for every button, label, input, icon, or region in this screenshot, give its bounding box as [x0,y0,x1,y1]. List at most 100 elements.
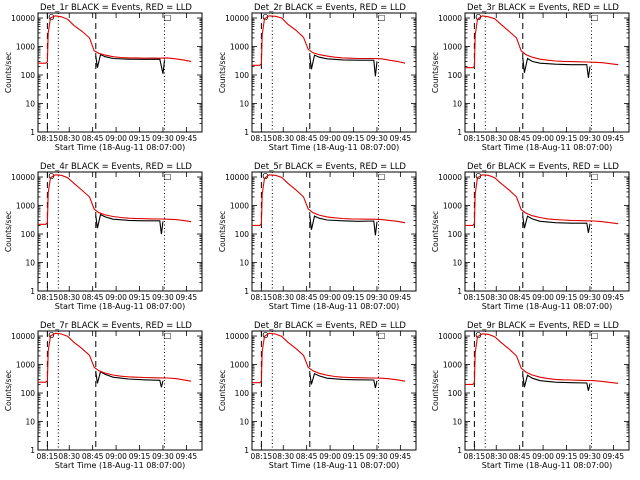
detector-panel: Det_9r BLACK = Events, RED = LLD 1 10 100 10… [431,321,630,470]
y-tick-label: 10000 [225,173,249,182]
lld-series-line [38,174,192,225]
x-tick-label: 08:45 [296,452,318,461]
x-axis-label: Start Time (18-Aug-11 08:07:00) [482,302,613,311]
y-tick-label: 10000 [11,173,35,182]
x-tick-label: 09:15 [343,293,365,302]
y-tick-label: 10000 [11,14,35,23]
y-tick-label: 100 [21,230,36,239]
y-tick-label: 1000 [16,43,35,52]
x-axis-label: Start Time (18-Aug-11 08:07:00) [269,461,400,470]
y-tick-label: 10000 [438,14,462,23]
square-marker-symbol: □ [378,13,386,22]
x-tick-label: 09:30 [579,293,601,302]
x-tick-label: 09:30 [579,452,601,461]
y-tick-label: 1 [30,128,35,137]
x-tick-label: 09:00 [319,134,341,143]
x-tick-label: 09:15 [129,452,151,461]
circle-marker-symbol: O [475,13,481,22]
x-tick-label: 09:30 [152,134,174,143]
events-series-line [95,53,166,74]
y-axis-label: Counts/sec [4,52,13,93]
y-tick-label: 10 [452,100,462,109]
x-tick-label: 08:45 [509,293,531,302]
plot-frame [251,171,417,292]
detector-panel: Det_5r BLACK = Events, RED = LLD 1 10 100 10… [218,162,417,311]
detector-panel: Det_2r BLACK = Events, RED = LLD 1 10 100 10… [218,3,417,152]
x-tick-label: 09:45 [603,293,625,302]
y-axis-label: Counts/sec [218,52,227,93]
x-axis-label: Start Time (18-Aug-11 08:07:00) [269,143,400,152]
x-tick-label: 09:00 [105,134,127,143]
x-tick-label: 09:15 [556,134,578,143]
y-tick-label: 10000 [438,173,462,182]
y-tick-label: 10 [239,100,249,109]
detector-panel: Det_6r BLACK = Events, RED = LLD 1 10 100 10… [431,162,630,311]
y-tick-label: 100 [235,389,250,398]
detector-panel: Det_1r BLACK = Events, RED = LLD 1 10 100 10… [4,3,203,152]
lld-series-line [38,15,192,64]
circle-marker-symbol: O [48,172,54,181]
panel-title: Det_5r BLACK = Events, RED = LLD [254,162,406,172]
x-tick-label: 09:00 [105,452,127,461]
panel-title: Det_3r BLACK = Events, RED = LLD [467,3,619,13]
square-marker-symbol: □ [591,331,599,340]
panel-title: Det_2r BLACK = Events, RED = LLD [254,3,406,13]
y-tick-label: 10000 [225,14,249,23]
y-tick-label: 10000 [438,332,462,341]
y-tick-label: 10 [239,418,249,427]
y-tick-label: 1000 [443,43,462,52]
x-tick-label: 08:30 [485,293,507,302]
y-tick-label: 10000 [11,332,35,341]
x-tick-label: 09:45 [390,293,412,302]
lld-series-line [252,174,406,226]
lld-series-line [38,332,192,383]
plot-frame [37,12,203,133]
panel-title: Det_7r BLACK = Events, RED = LLD [40,321,192,331]
x-tick-label: 09:15 [343,452,365,461]
panel-title: Det_8r BLACK = Events, RED = LLD [254,321,406,331]
y-tick-label: 1 [457,446,462,455]
y-axis-label: Counts/sec [431,370,440,411]
y-tick-label: 1000 [230,202,249,211]
lld-series-line [252,332,406,384]
events-series-line [522,374,591,391]
y-tick-label: 1 [457,128,462,137]
y-tick-label: 10 [25,259,35,268]
x-tick-label: 09:00 [532,452,554,461]
x-tick-label: 08:45 [509,134,531,143]
x-tick-label: 09:30 [366,293,388,302]
x-tick-label: 08:45 [296,134,318,143]
panel-title: Det_1r BLACK = Events, RED = LLD [40,3,192,13]
x-tick-label: 09:15 [129,134,151,143]
x-tick-label: 09:15 [129,293,151,302]
x-tick-label: 09:45 [603,134,625,143]
y-tick-label: 100 [21,389,36,398]
square-marker-symbol: □ [164,172,172,181]
panel-title: Det_6r BLACK = Events, RED = LLD [467,162,619,172]
y-tick-label: 1 [244,446,249,455]
x-tick-label: 09:45 [176,452,198,461]
x-tick-label: 08:30 [272,293,294,302]
x-tick-label: 08:15 [251,134,273,143]
x-tick-label: 09:30 [366,134,388,143]
y-axis-label: Counts/sec [4,211,13,252]
events-series-line [522,215,591,233]
events-series-line [95,370,164,388]
events-series-line [309,215,378,236]
plot-frame [251,330,417,451]
lld-series-line [465,333,619,385]
x-tick-label: 09:30 [579,134,601,143]
events-series-line [95,213,164,235]
x-tick-label: 08:30 [58,293,80,302]
y-tick-label: 1 [30,446,35,455]
y-tick-label: 100 [448,230,463,239]
events-series-line [309,372,378,389]
y-tick-label: 1000 [230,361,249,370]
x-tick-label: 08:30 [272,134,294,143]
y-tick-label: 1 [244,287,249,296]
x-tick-label: 08:15 [37,293,59,302]
plot-frame [251,12,417,133]
square-marker-symbol: □ [378,172,386,181]
x-tick-label: 09:45 [176,293,198,302]
